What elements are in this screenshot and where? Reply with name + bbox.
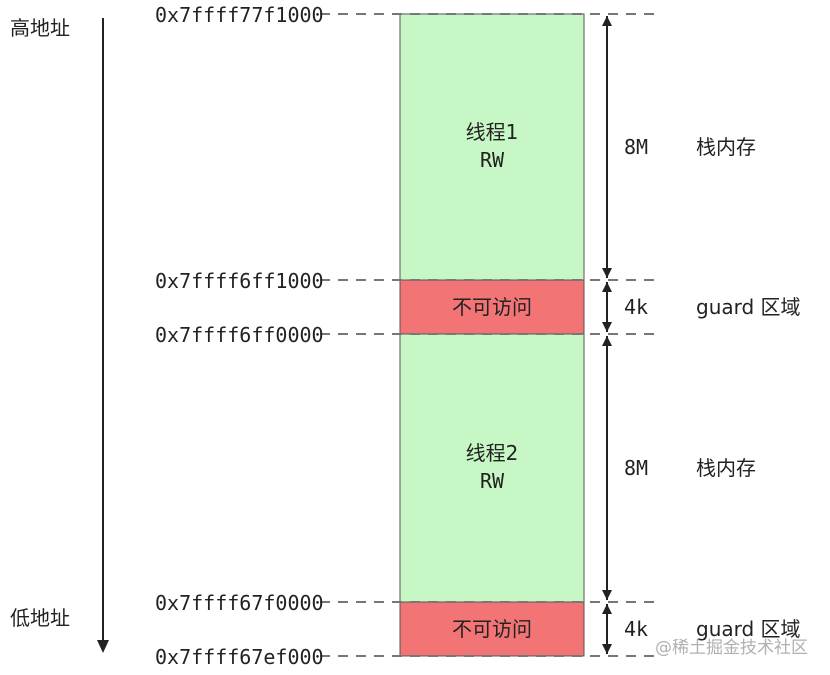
- arrow-down-icon: [602, 268, 612, 278]
- low-address-label: 低地址: [10, 606, 70, 630]
- memory-block: [399, 279, 585, 335]
- arrow-down-icon: [602, 590, 612, 600]
- high-address-label: 高地址: [10, 16, 70, 40]
- arrow-up-icon: [602, 282, 612, 292]
- address-label: 0x7ffff6ff0000: [155, 323, 324, 347]
- arrow-head-icon: [97, 640, 109, 653]
- boundary-lines: [320, 13, 660, 657]
- watermark: @稀土掘金技术社区: [655, 638, 808, 658]
- address-label: 0x7ffff67f0000: [155, 591, 324, 615]
- address-label: 0x7ffff6ff1000: [155, 269, 324, 293]
- size-label: 4k: [624, 617, 648, 641]
- arrow-up-icon: [602, 604, 612, 614]
- block-permission: RW: [480, 148, 505, 172]
- block-permission: RW: [480, 469, 505, 493]
- arrow-up-icon: [602, 16, 612, 26]
- arrow-down-icon: [602, 322, 612, 332]
- memory-block: [399, 13, 585, 281]
- arrow-up-icon: [602, 336, 612, 346]
- size-annotations: 8M 栈内存 4k guard 区域 8M 栈内存 4k guard 区域: [602, 16, 801, 654]
- address-label: 0x7ffff67ef000: [155, 645, 324, 669]
- arrow-down-icon: [602, 644, 612, 654]
- size-description: guard 区域: [696, 295, 801, 319]
- address-labels: 0x7ffff77f1000 0x7ffff6ff1000 0x7ffff6ff00…: [155, 3, 324, 669]
- block-title: 线程2: [466, 441, 519, 465]
- block-title: 不可访问: [452, 295, 532, 319]
- address-label: 0x7ffff77f1000: [155, 3, 324, 27]
- block-title: 不可访问: [452, 617, 532, 641]
- size-label: 4k: [624, 295, 648, 319]
- block-title: 线程1: [466, 120, 519, 144]
- memory-block: [399, 333, 585, 603]
- size-description: 栈内存: [696, 135, 756, 159]
- size-label: 8M: [624, 456, 648, 480]
- size-description: 栈内存: [696, 456, 756, 480]
- size-label: 8M: [624, 135, 648, 159]
- size-description: guard 区域: [696, 617, 801, 641]
- memory-block: [399, 601, 585, 657]
